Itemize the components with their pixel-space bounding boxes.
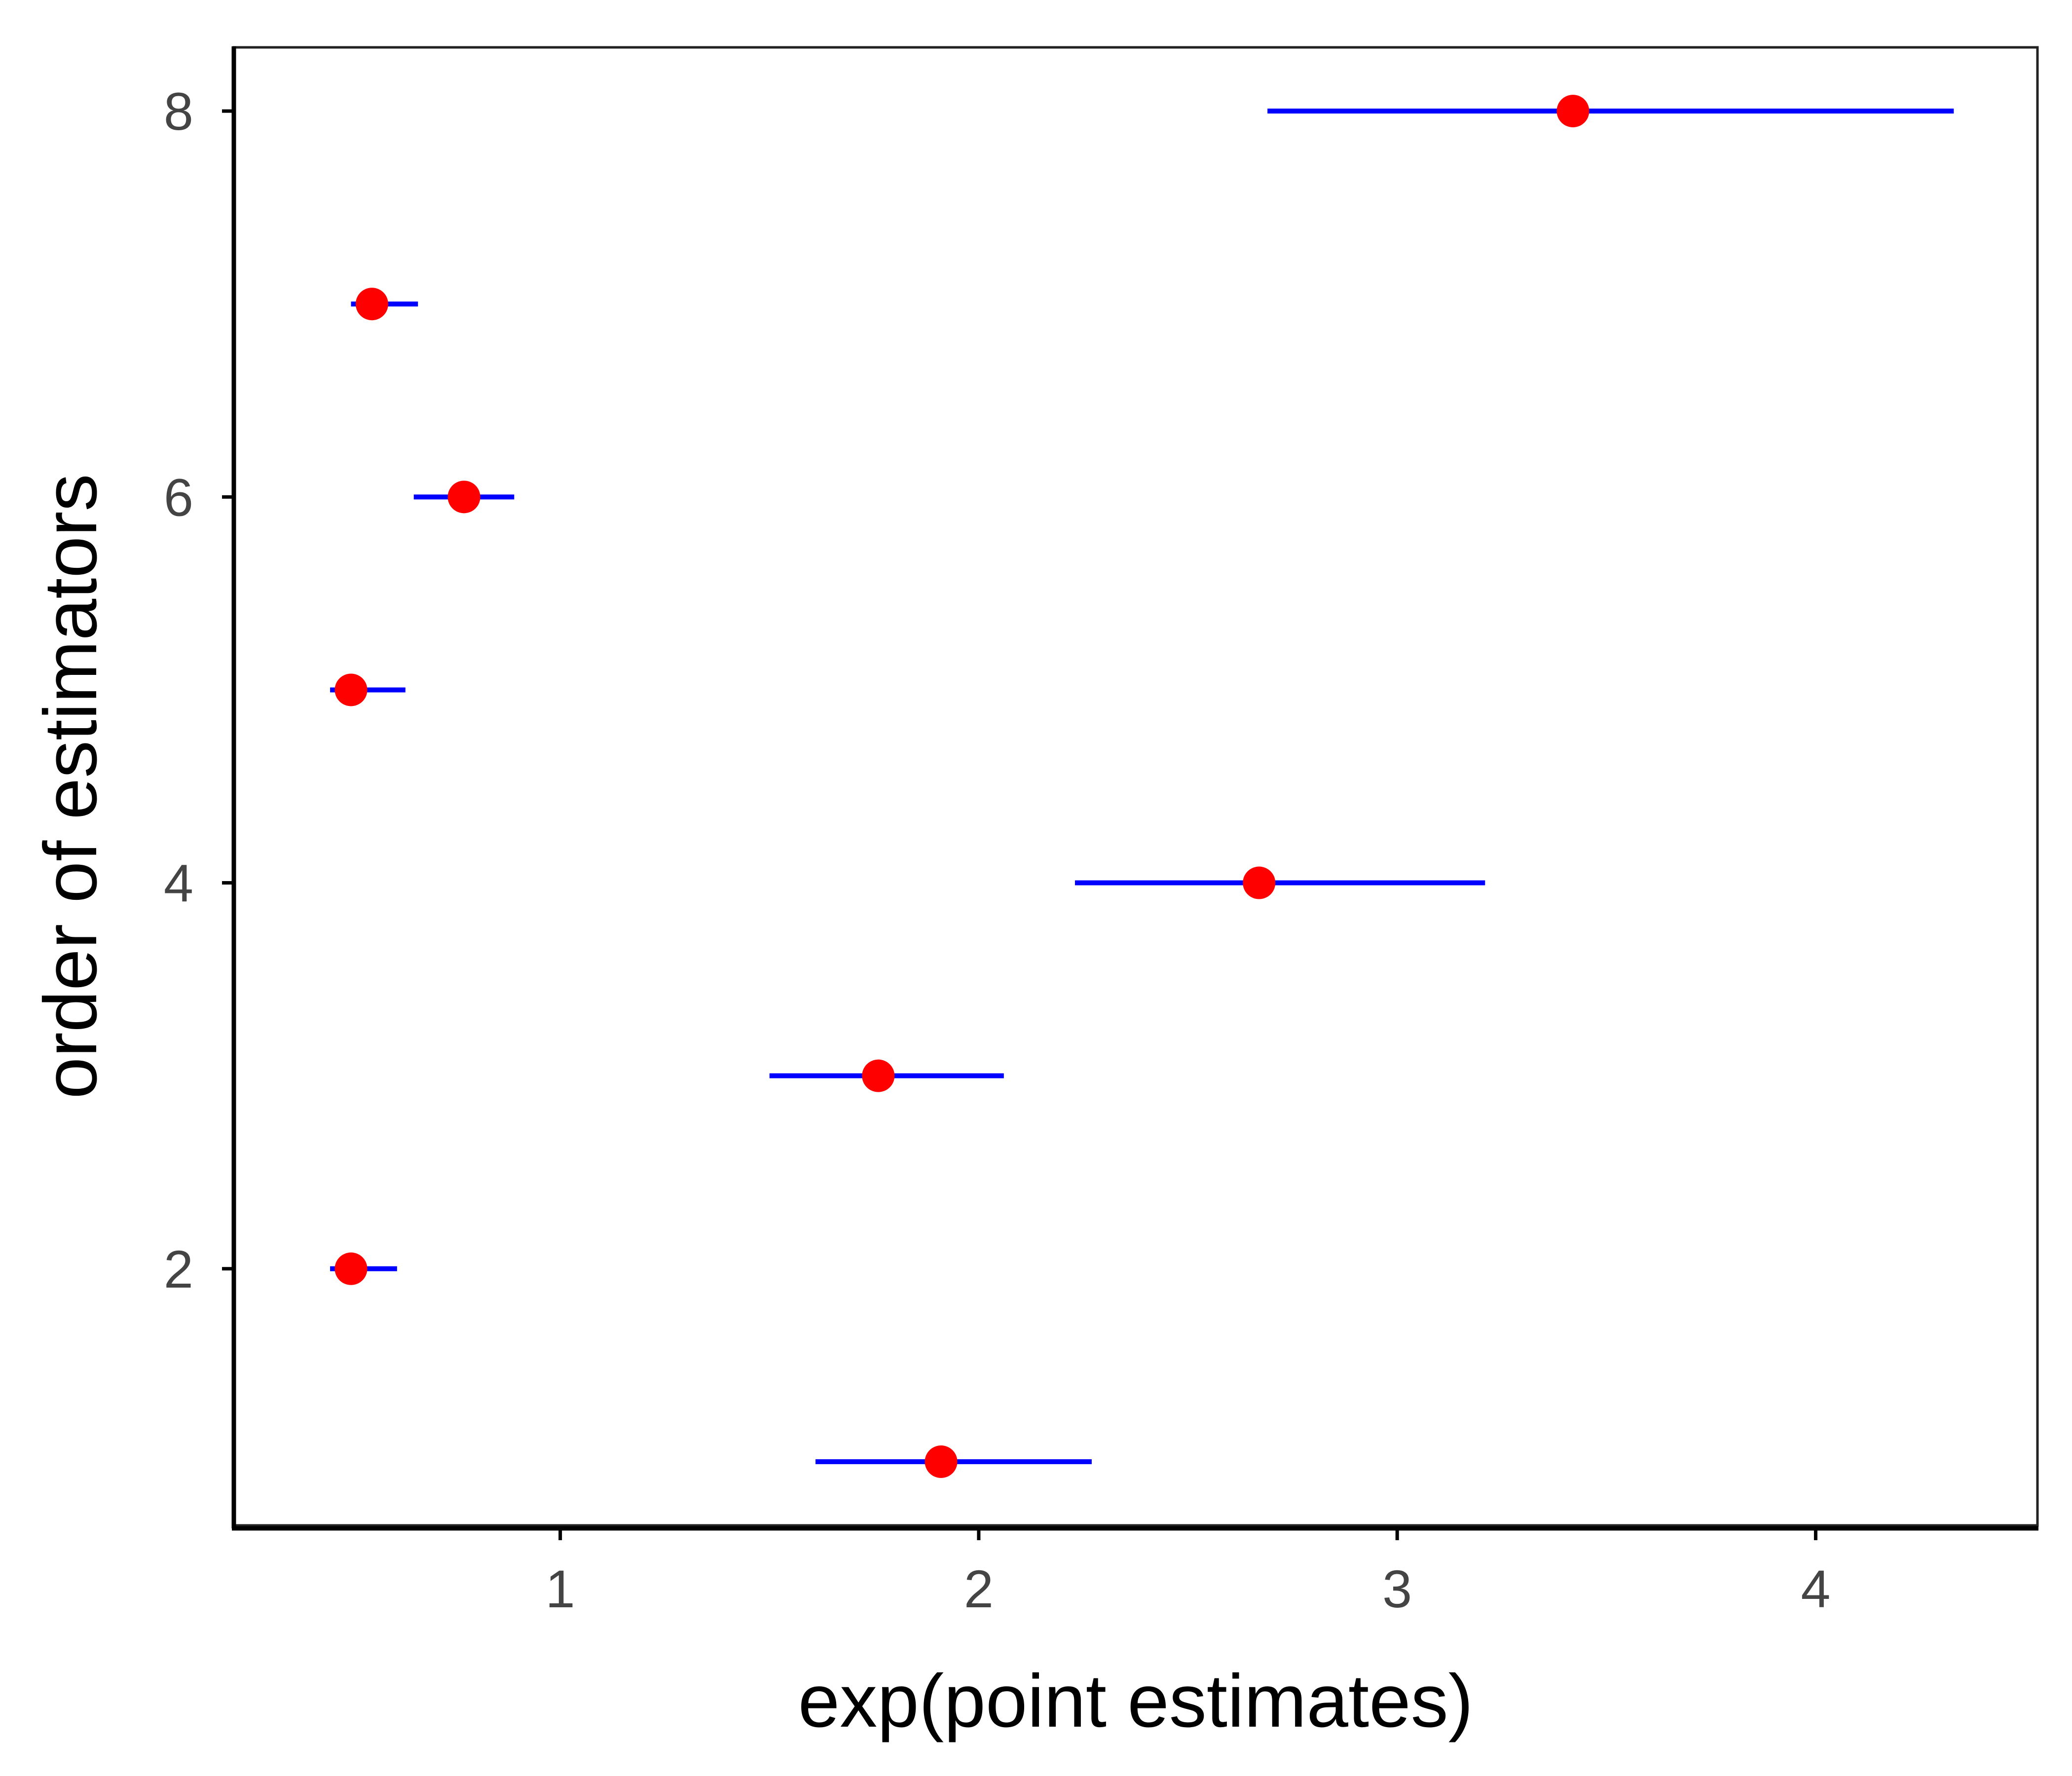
point-3: [862, 1059, 895, 1092]
point-1: [925, 1445, 958, 1478]
y-tick-label-4: 4: [164, 853, 193, 913]
point-5: [334, 673, 368, 706]
x-ticks: 1 2 3 4: [546, 1528, 1830, 1619]
point-6: [447, 481, 481, 514]
x-axis-title: exp(point estimates): [798, 1659, 1474, 1743]
y-axis-title: order of estimators: [29, 474, 112, 1099]
x-tick-label-1: 1: [546, 1559, 575, 1619]
point-8: [1556, 95, 1590, 128]
point-4: [1243, 866, 1276, 899]
plot-panel: [232, 46, 2039, 1527]
y-tick-label-8: 8: [164, 81, 193, 141]
x-tick-label-3: 3: [1382, 1559, 1412, 1619]
y-ticks: 2 4 6 8: [164, 81, 234, 1299]
point-2: [334, 1252, 368, 1285]
point-7: [355, 288, 388, 321]
x-tick-label-2: 2: [964, 1559, 994, 1619]
y-tick-label-2: 2: [164, 1239, 193, 1299]
point-layer: [334, 95, 1590, 1478]
y-tick-label-6: 6: [164, 467, 193, 527]
x-tick-label-4: 4: [1801, 1559, 1830, 1619]
